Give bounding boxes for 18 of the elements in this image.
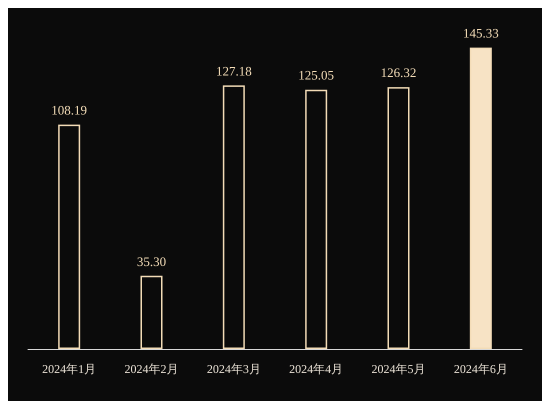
x-tick-label: 2024年4月 [289, 362, 344, 376]
data-label: 35.30 [136, 254, 166, 269]
bar [140, 276, 162, 349]
x-tick-label: 2024年2月 [124, 362, 178, 376]
x-tick-label: 2024年6月 [454, 362, 508, 376]
bar [388, 87, 410, 349]
data-label: 126.32 [380, 65, 416, 80]
data-label: 127.18 [216, 63, 252, 78]
x-tick-label: 2024年3月 [206, 362, 261, 376]
data-label: 125.05 [298, 68, 334, 83]
bar [470, 48, 492, 349]
bar [222, 85, 245, 349]
x-tick-label: 2024年5月 [372, 362, 426, 376]
x-tick-label: 2024年1月 [42, 362, 96, 376]
bar [58, 124, 80, 349]
data-label: 145.33 [462, 26, 499, 41]
bar [305, 90, 328, 349]
data-label: 108.19 [51, 102, 88, 118]
